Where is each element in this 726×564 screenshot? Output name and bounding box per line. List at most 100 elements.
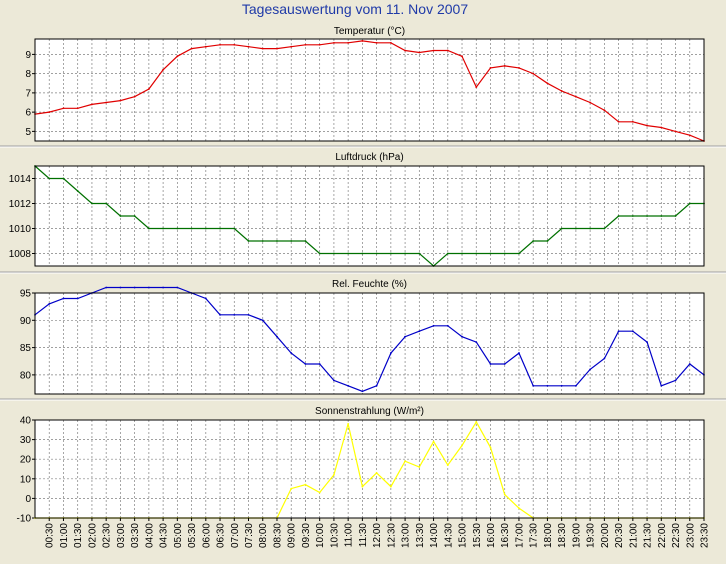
x-tick-label: 17:00 [514,523,525,548]
x-tick-label: 23:00 [685,523,696,548]
data-point [617,215,620,217]
data-point [518,252,520,255]
data-point [361,252,364,255]
data-point [361,390,364,393]
x-tick-label: 09:00 [287,523,298,548]
data-point [688,134,691,137]
data-point [532,384,535,387]
x-tick-label: 22:00 [657,523,668,548]
data-point [446,252,449,255]
x-tick-label: 11:30 [358,523,369,548]
chart-panel: Rel. Feuchte (%) 80 85 90 95 [20,279,705,395]
data-point [290,45,293,48]
data-point [617,120,620,123]
data-point [389,41,392,44]
y-tick-label: 85 [20,343,32,354]
data-point [119,286,122,289]
data-point [375,41,378,44]
x-tick-label: 06:30 [216,523,227,548]
series-line [34,286,705,392]
data-point [133,215,136,217]
data-point [176,55,179,58]
chart-panel: Sonnenstrahlung (W/m²) -10 0 10 20 30 40 [17,406,705,525]
data-point [261,240,264,242]
data-point [219,227,221,230]
x-tick-label: 08:30 [272,523,283,548]
data-point [418,330,421,333]
x-tick-label: 04:00 [144,523,155,548]
data-point [147,227,150,230]
chart-title: Sonnenstrahlung (W/m²) [315,406,424,417]
data-point [660,384,663,387]
y-tick-label: 95 [20,289,32,300]
data-point [318,252,321,255]
data-point [91,103,93,106]
x-tick-label: 04:30 [159,523,170,548]
x-tick-label: 15:30 [472,523,483,548]
data-point [489,446,492,449]
data-point [461,252,463,255]
x-tick-label: 20:30 [614,523,625,548]
chart-title: Rel. Feuchte (%) [332,279,407,290]
x-tick-label: 10:30 [329,523,340,548]
data-point [617,330,620,333]
data-point [247,240,250,242]
data-point [162,286,165,289]
data-point [404,49,406,52]
y-tick-label: 9 [25,50,31,61]
series-line [34,40,705,142]
data-point [503,252,506,255]
data-point [219,313,221,316]
data-point [318,491,321,494]
data-point [276,335,278,338]
data-point [333,379,335,382]
x-tick-label: 23:30 [700,523,711,548]
data-point [546,384,549,387]
data-point [589,101,592,104]
x-tick-label: 08:00 [258,523,269,548]
x-tick-label: 18:30 [557,523,568,548]
data-point [489,66,492,69]
x-tick-label: 18:00 [543,523,554,548]
data-point [503,65,506,67]
data-point [446,464,449,466]
data-point [560,227,563,230]
data-point [347,384,350,387]
data-point [304,240,307,242]
x-tick-label: 07:00 [230,523,241,548]
x-tick-label: 11:00 [344,523,355,548]
x-tick-label: 21:30 [643,523,654,548]
data-point [503,363,506,365]
data-point [389,352,392,354]
data-point [133,95,136,98]
data-point [162,68,165,71]
data-point [318,363,321,365]
y-tick-label: 10 [20,474,32,485]
data-point [276,240,278,242]
x-tick-label: 19:30 [586,523,597,548]
x-tick-label: 03:30 [130,523,141,548]
data-point [162,227,165,230]
data-point [176,227,179,230]
plot-area [35,293,704,394]
data-point [518,507,520,510]
data-point [489,252,492,255]
x-tick-label: 16:00 [486,523,497,548]
data-point [589,368,592,371]
data-point [247,45,250,48]
x-tick-label: 19:00 [571,523,582,548]
data-point [574,384,577,387]
data-point [62,107,65,110]
data-point [62,297,65,300]
data-point [688,202,691,205]
data-point [660,126,663,129]
data-point [560,90,563,92]
data-point [574,95,577,98]
y-tick-label: 0 [25,494,31,505]
data-point [503,493,506,496]
y-tick-label: 1010 [9,224,32,235]
x-tick-label: 14:30 [443,523,454,548]
data-point [546,82,549,85]
data-point [389,252,392,255]
